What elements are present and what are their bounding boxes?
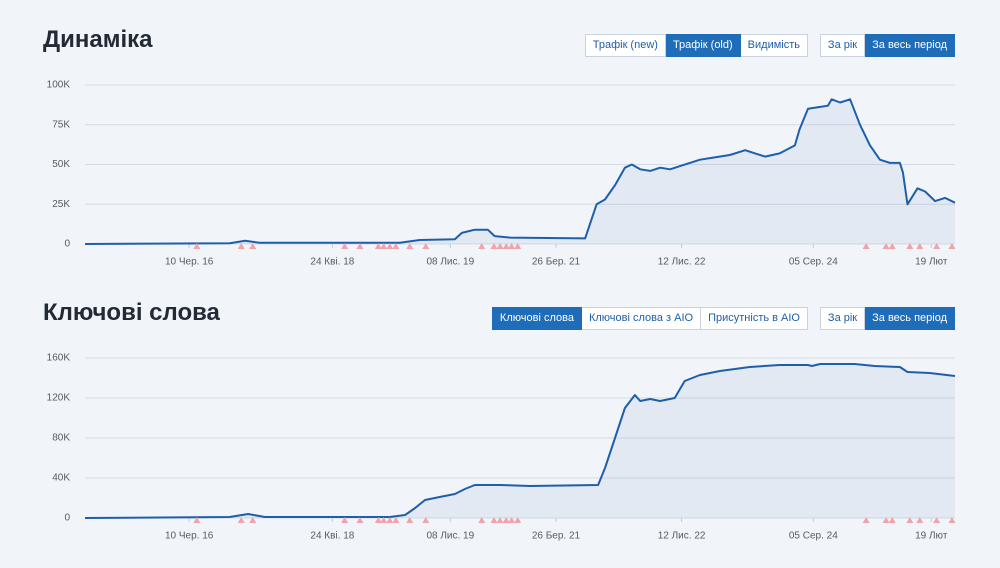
x-tick-label: 10 Чер. 16 bbox=[165, 257, 214, 268]
y-tick-label: 160K bbox=[47, 353, 71, 364]
event-marker bbox=[882, 243, 890, 249]
event-marker bbox=[502, 243, 510, 249]
period-button[interactable]: За рік bbox=[819, 34, 866, 57]
event-marker bbox=[374, 243, 382, 249]
event-marker bbox=[508, 517, 516, 523]
event-marker bbox=[380, 243, 388, 249]
y-tick-label: 75K bbox=[52, 119, 70, 130]
event-marker bbox=[386, 243, 394, 249]
metric-button[interactable]: Трафік (old) bbox=[665, 34, 741, 57]
section-title: Динаміка bbox=[43, 26, 153, 53]
y-tick-label: 50K bbox=[52, 159, 70, 170]
event-marker bbox=[906, 243, 914, 249]
x-tick-label: 05 Сер. 24 bbox=[789, 257, 838, 268]
y-tick-label: 80K bbox=[52, 433, 70, 444]
event-marker bbox=[514, 517, 522, 523]
event-marker bbox=[422, 517, 430, 523]
metric-button[interactable]: Ключові слова bbox=[491, 307, 582, 330]
event-marker bbox=[862, 243, 870, 249]
event-marker bbox=[948, 243, 956, 249]
metric-button[interactable]: Трафік (new) bbox=[584, 34, 666, 57]
event-marker bbox=[502, 517, 510, 523]
x-tick-label: 08 Лис. 19 bbox=[426, 531, 474, 542]
y-tick-label: 0 bbox=[64, 239, 70, 250]
line bbox=[84, 98, 956, 245]
event-marker bbox=[193, 243, 201, 249]
event-marker bbox=[392, 517, 400, 523]
event-marker bbox=[490, 243, 498, 249]
event-marker bbox=[933, 243, 941, 249]
event-marker bbox=[406, 243, 414, 249]
event-marker bbox=[249, 517, 257, 523]
x-tick-label: 24 Кві. 18 bbox=[310, 257, 354, 268]
event-marker bbox=[237, 243, 245, 249]
event-marker bbox=[888, 243, 896, 249]
event-marker bbox=[422, 243, 430, 249]
event-marker bbox=[933, 517, 941, 523]
x-tick-label: 05 Сер. 24 bbox=[789, 531, 838, 542]
period-button[interactable]: За рік bbox=[819, 307, 866, 330]
event-marker bbox=[478, 517, 486, 523]
period-button[interactable]: За весь період bbox=[865, 307, 955, 330]
event-marker bbox=[514, 243, 522, 249]
event-marker bbox=[193, 517, 201, 523]
metric-button[interactable]: Видимість bbox=[740, 34, 808, 57]
event-marker bbox=[496, 243, 504, 249]
event-marker bbox=[496, 517, 504, 523]
x-tick-label: 19 Лют bbox=[915, 531, 948, 542]
event-marker bbox=[249, 243, 257, 249]
y-tick-label: 40K bbox=[52, 473, 70, 484]
y-tick-label: 25K bbox=[52, 199, 70, 210]
x-tick-label: 19 Лют bbox=[915, 257, 948, 268]
area bbox=[85, 364, 955, 518]
metric-tabs: Ключові слова Ключові слова з AIO Присутні… bbox=[491, 307, 808, 330]
event-marker bbox=[341, 517, 349, 523]
x-tick-label: 10 Чер. 16 bbox=[165, 531, 214, 542]
event-marker bbox=[916, 517, 924, 523]
x-tick-label: 12 Лис. 22 bbox=[658, 531, 706, 542]
event-marker bbox=[406, 517, 414, 523]
x-tick-label: 12 Лис. 22 bbox=[658, 257, 706, 268]
area bbox=[85, 99, 955, 244]
event-marker bbox=[948, 517, 956, 523]
x-tick-label: 26 Бер. 21 bbox=[532, 257, 581, 268]
event-marker bbox=[374, 517, 382, 523]
x-tick-label: 26 Бер. 21 bbox=[532, 531, 581, 542]
event-marker bbox=[508, 243, 516, 249]
event-marker bbox=[392, 243, 400, 249]
line bbox=[84, 363, 956, 519]
section-title: Ключові слова bbox=[43, 299, 220, 326]
event-marker bbox=[356, 243, 364, 249]
event-marker bbox=[882, 517, 890, 523]
period-tabs: За рік За весь період bbox=[819, 34, 955, 57]
event-marker bbox=[237, 517, 245, 523]
x-tick-label: 08 Лис. 19 bbox=[426, 257, 474, 268]
event-marker bbox=[356, 517, 364, 523]
y-tick-label: 0 bbox=[64, 513, 70, 524]
event-marker bbox=[888, 517, 896, 523]
event-marker bbox=[386, 517, 394, 523]
metric-tabs: Трафік (new) Трафік (old) Видимість bbox=[584, 34, 808, 57]
period-button[interactable]: За весь період bbox=[865, 34, 955, 57]
metric-button[interactable]: Присутність в AIO bbox=[701, 307, 808, 330]
event-marker bbox=[478, 243, 486, 249]
y-tick-label: 120K bbox=[47, 393, 71, 404]
x-tick-label: 24 Кві. 18 bbox=[310, 531, 354, 542]
event-marker bbox=[906, 517, 914, 523]
event-marker bbox=[862, 517, 870, 523]
y-tick-label: 100K bbox=[47, 80, 71, 91]
event-marker bbox=[380, 517, 388, 523]
metric-button[interactable]: Ключові слова з AIO bbox=[581, 307, 702, 330]
period-tabs: За рік За весь період bbox=[819, 307, 955, 330]
event-marker bbox=[341, 243, 349, 249]
event-marker bbox=[490, 517, 498, 523]
event-marker bbox=[916, 243, 924, 249]
